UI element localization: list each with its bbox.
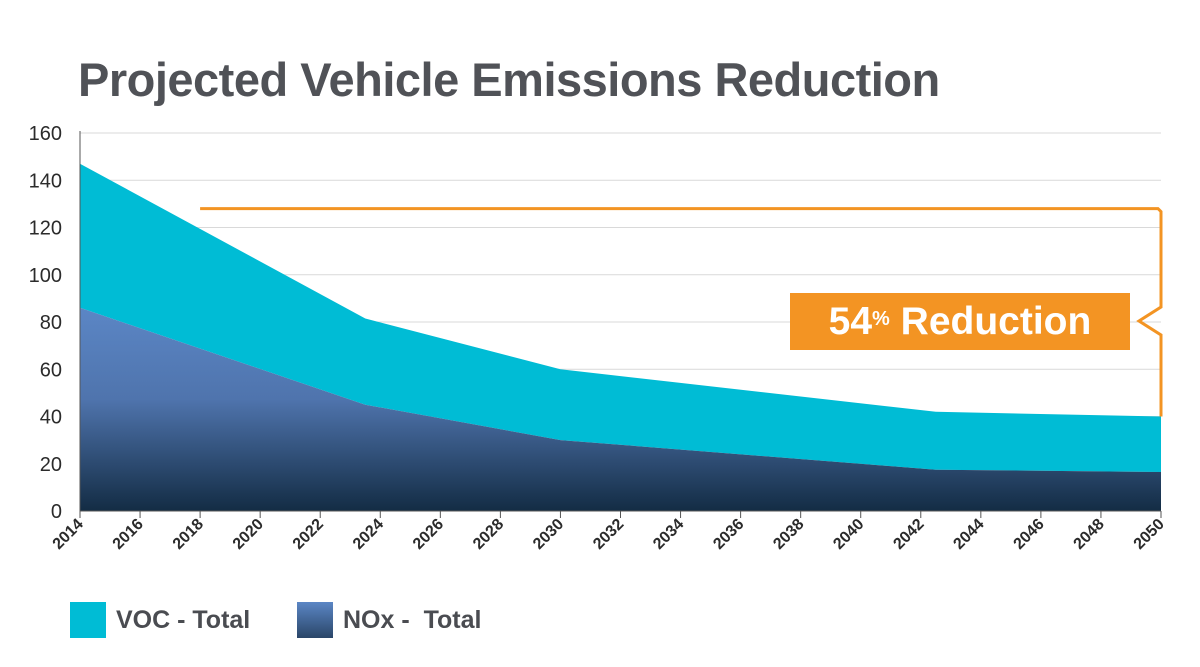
x-tick-label: 2040 — [830, 516, 867, 553]
legend-item-voc: VOC - Total — [70, 602, 250, 638]
y-tick-label: 40 — [40, 407, 62, 429]
y-tick-label: 20 — [40, 454, 62, 476]
y-tick-label: 100 — [29, 265, 62, 287]
x-tick-label: 2042 — [890, 516, 927, 553]
x-tick-label: 2028 — [470, 516, 507, 553]
x-tick-label: 2046 — [1011, 516, 1048, 553]
area-layer — [80, 163, 1161, 511]
x-tick-label: 2030 — [530, 516, 567, 553]
y-tick-label: 80 — [40, 312, 62, 334]
x-tick-label: 2016 — [110, 516, 147, 553]
reduction-callout: 54% Reduction — [790, 293, 1130, 350]
y-tick-label: 140 — [29, 170, 62, 192]
reduction-text: Reduction — [900, 299, 1092, 343]
legend-swatch-voc — [70, 602, 106, 638]
y-tick-label: 160 — [29, 123, 62, 145]
reduction-bracket — [200, 207, 1163, 417]
y-tick-label: 120 — [29, 218, 62, 240]
area-nox-total — [80, 307, 1161, 511]
y-tick-label: 60 — [40, 359, 62, 381]
x-tick-label: 2020 — [230, 516, 267, 553]
chart-title: Projected Vehicle Emissions Reduction — [78, 53, 940, 106]
x-tick-label: 2050 — [1131, 516, 1168, 553]
legend-label-nox: NOx - Total — [343, 605, 482, 634]
legend-label-voc: VOC - Total — [116, 605, 251, 634]
y-tick-label: 0 — [51, 501, 62, 523]
reduction-unit: % — [872, 308, 890, 330]
x-tick-label: 2036 — [710, 516, 747, 553]
x-tick-label: 2022 — [290, 516, 327, 553]
legend-swatch-nox — [297, 602, 333, 638]
legend-item-nox: NOx - Total — [297, 602, 481, 638]
reduction-bracket-line — [200, 207, 1163, 417]
x-tick-label: 2044 — [950, 516, 987, 553]
x-tick-label: 2024 — [350, 516, 387, 553]
x-tick-label: 2026 — [410, 516, 447, 553]
area-voc-total — [80, 163, 1161, 472]
reduction-value: 54 — [828, 299, 873, 343]
x-tick-label: 2034 — [650, 516, 687, 553]
x-tick-label: 2032 — [590, 516, 627, 553]
x-tick-label: 2048 — [1071, 516, 1108, 553]
x-tick-label: 2018 — [170, 516, 207, 553]
x-tick-label: 2038 — [770, 516, 807, 553]
